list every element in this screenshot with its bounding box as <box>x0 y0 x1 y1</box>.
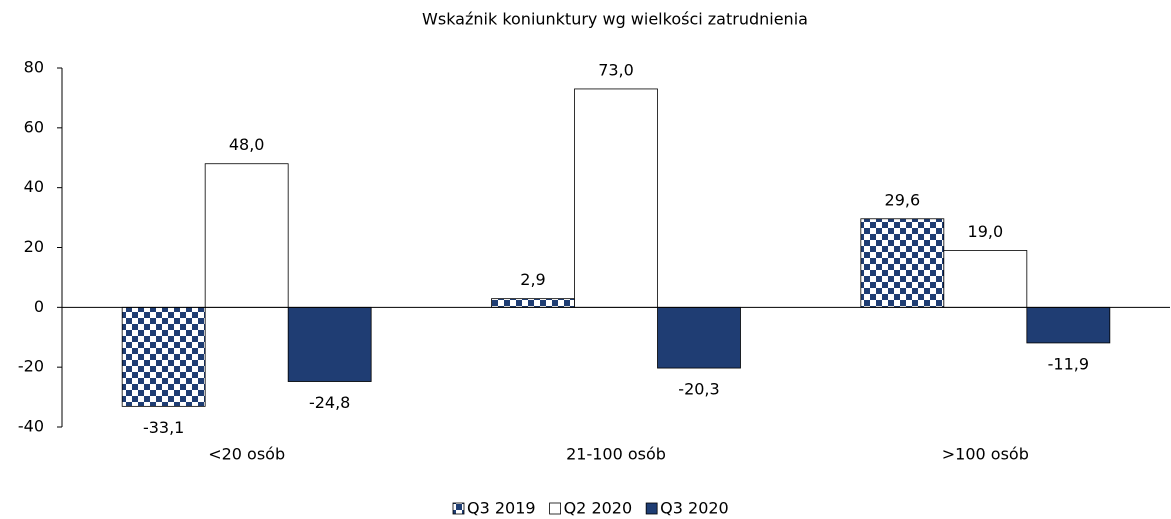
data-label: 29,6 <box>885 190 921 209</box>
legend-label: Q2 2020 <box>564 499 633 518</box>
y-tick-label: 20 <box>24 237 44 256</box>
bar <box>287 306 372 382</box>
bar <box>1026 306 1111 344</box>
data-label: -11,9 <box>1048 354 1089 373</box>
legend-swatch <box>549 502 561 515</box>
data-label: 73,0 <box>598 60 634 79</box>
x-tick-label: >100 osób <box>942 445 1029 464</box>
y-tick-label: 60 <box>24 117 44 136</box>
legend-label: Q3 2019 <box>467 499 536 518</box>
bar <box>204 163 289 308</box>
data-label: -33,1 <box>143 418 184 437</box>
y-tick-label: -40 <box>18 417 44 436</box>
y-tick-label: 80 <box>24 58 44 77</box>
data-label: -20,3 <box>678 380 719 399</box>
bar <box>121 306 206 407</box>
bar <box>943 250 1028 308</box>
legend-label: Q3 2020 <box>660 499 729 518</box>
legend-swatch <box>645 502 658 515</box>
bar <box>491 298 575 308</box>
x-tick-label: 21-100 osób <box>566 445 666 464</box>
bar <box>574 88 658 308</box>
chart-title: Wskaźnik koniunktury wg wielkości zatrud… <box>422 10 808 29</box>
data-label: 2,9 <box>520 270 545 289</box>
data-label: 19,0 <box>968 222 1004 241</box>
x-tick-label: <20 osób <box>208 445 285 464</box>
y-tick-label: 0 <box>34 297 44 316</box>
data-label: -24,8 <box>309 393 350 412</box>
bar <box>860 218 945 308</box>
legend-swatch <box>452 502 465 515</box>
data-label: 48,0 <box>229 135 265 154</box>
bar <box>657 306 741 369</box>
y-tick-label: 40 <box>24 177 44 196</box>
y-tick-label: -20 <box>18 357 44 376</box>
